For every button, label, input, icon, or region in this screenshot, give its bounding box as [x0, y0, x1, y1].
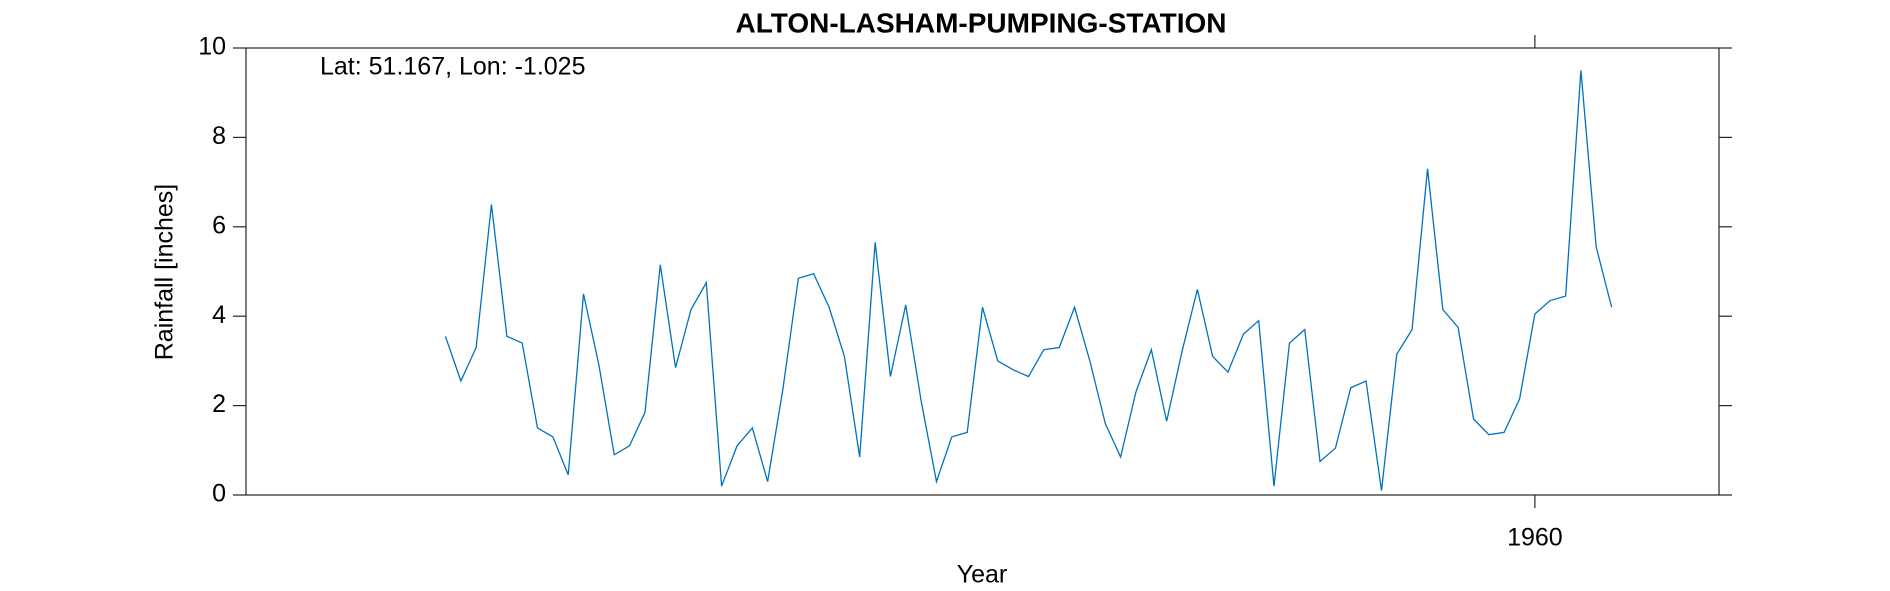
x-tick-label: 1960: [1507, 524, 1563, 552]
y-tick-label: 8: [212, 122, 226, 150]
data-line: [444, 70, 1613, 491]
y-tick-label: 2: [212, 390, 226, 418]
annotation: Lat: 51.167, Lon: -1.025: [320, 53, 586, 81]
y-tick-label: 6: [212, 211, 226, 239]
y-tick-label: 10: [198, 33, 226, 61]
chart-title: ALTON-LASHAM-PUMPING-STATION: [736, 7, 1227, 38]
y-tick-label: 4: [212, 301, 226, 329]
x-axis-label: Year: [957, 561, 1008, 589]
axes-box: [245, 47, 1720, 496]
y-axis-label: Rainfall [inches]: [151, 184, 179, 360]
y-tick-label: 0: [212, 480, 226, 508]
